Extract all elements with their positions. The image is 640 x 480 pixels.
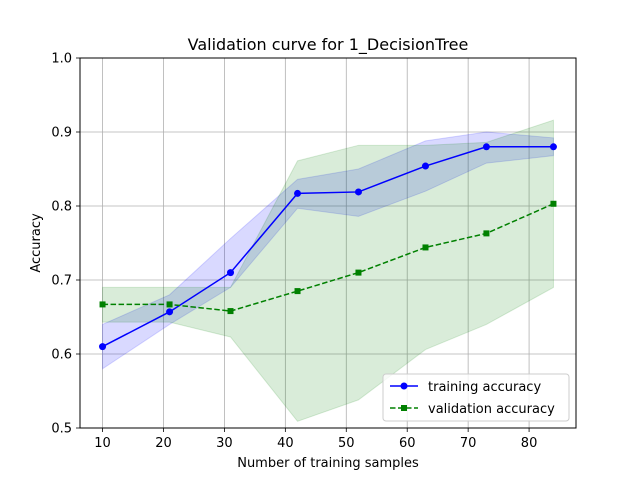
training-point: [549, 143, 557, 151]
x-tick-label: 70: [460, 436, 477, 451]
y-tick-label: 0.9: [51, 126, 72, 141]
plot-frame: [79, 57, 577, 429]
x-tick-label: 20: [155, 436, 172, 451]
training-point: [421, 162, 429, 170]
line-layer: [102, 146, 554, 348]
training-point: [227, 269, 235, 277]
validation-point: [355, 269, 362, 276]
x-tick-label: 80: [521, 436, 538, 451]
training-point: [294, 189, 302, 197]
marker-layer: [99, 143, 557, 351]
x-tick-label: 10: [94, 436, 111, 451]
y-tick-label: 0.7: [51, 274, 72, 289]
tick-layer: 10 20 30 40 50 60 70 80 0.5 0.6 0.7 0.8 0.9 1.0: [51, 52, 537, 452]
training-point: [99, 343, 107, 351]
legend-training-label: training accuracy: [428, 380, 541, 395]
x-tick-label: 40: [277, 436, 294, 451]
x-tick-label: 30: [216, 436, 233, 451]
legend-validation-label: validation accuracy: [428, 402, 555, 417]
legend-box: [382, 373, 570, 422]
validation-point: [422, 244, 429, 251]
x-tick-label: 50: [338, 436, 355, 451]
y-tick-label: 0.6: [51, 348, 72, 363]
legend-validation-marker: [401, 405, 407, 411]
legend: training accuracy validation accuracy: [382, 373, 570, 422]
legend-training-marker: [400, 382, 408, 390]
validation-point: [227, 308, 234, 315]
x-tick-label: 60: [399, 436, 416, 451]
validation-point: [550, 200, 557, 207]
validation-point: [483, 230, 490, 237]
chart-title: Validation curve for 1_DecisionTree: [188, 35, 469, 55]
y-tick-label: 1.0: [51, 52, 72, 67]
training-point: [354, 188, 362, 196]
x-axis-label: Number of training samples: [237, 456, 419, 471]
validation-line: [102, 203, 554, 312]
validation-point: [294, 288, 301, 295]
y-tick-label: 0.8: [51, 200, 72, 215]
y-axis-label: Accuracy: [29, 213, 44, 273]
validation-point: [99, 301, 106, 308]
validation-point: [166, 301, 173, 308]
band-layer: [102, 119, 554, 422]
validation-std-band: [102, 119, 554, 422]
training-std-band: [102, 131, 554, 370]
training-point: [166, 308, 174, 316]
training-point: [482, 143, 490, 151]
y-tick-label: 0.5: [51, 422, 72, 437]
